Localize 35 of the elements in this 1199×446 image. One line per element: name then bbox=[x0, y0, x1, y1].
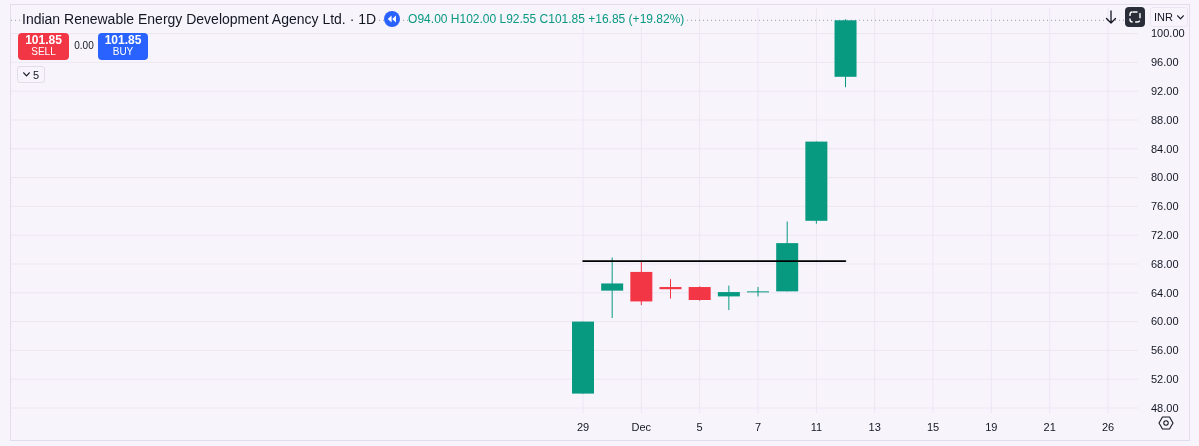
y-tick-label: 84.00 bbox=[1151, 142, 1179, 155]
sell-button: 101.85 SELL bbox=[18, 33, 69, 60]
y-tick-label: 64.00 bbox=[1151, 286, 1179, 299]
y-tick-label: 96.00 bbox=[1151, 56, 1179, 69]
candlestick bbox=[659, 278, 682, 300]
y-tick-label: 60.00 bbox=[1151, 315, 1179, 328]
x-tick-label: 5 bbox=[696, 420, 703, 433]
y-tick-label: 92.00 bbox=[1151, 85, 1179, 98]
x-tick-label: 11 bbox=[810, 420, 823, 433]
candlestick bbox=[717, 285, 740, 311]
x-tick-label: Dec bbox=[631, 420, 652, 433]
x-tick-label: 26 bbox=[1101, 420, 1115, 433]
candlestick bbox=[601, 257, 624, 319]
y-tick-label: 48.00 bbox=[1151, 401, 1179, 414]
x-tick-label: 19 bbox=[985, 420, 998, 433]
x-tick-label: 29 bbox=[576, 420, 590, 433]
buy-button: 101.85 BUY bbox=[98, 33, 148, 60]
x-tick-label: 21 bbox=[1043, 420, 1056, 433]
x-tick-label: 7 bbox=[754, 420, 762, 433]
y-tick-label: 52.00 bbox=[1151, 373, 1179, 386]
y-tick-label: 80.00 bbox=[1151, 171, 1179, 184]
x-tick-label: 13 bbox=[868, 420, 881, 433]
candlestick bbox=[747, 286, 770, 297]
y-tick-label: 88.00 bbox=[1151, 113, 1179, 126]
y-tick-label: 72.00 bbox=[1151, 229, 1179, 242]
text: Indian Renewable Energy Development Agency Ltd. · 1D bbox=[22, 11, 377, 27]
annotation: O94.00 H102.00 L92.55 C101.85 +16.85 (+19.82%) bbox=[408, 12, 685, 26]
y-tick-label: 56.00 bbox=[1151, 344, 1179, 357]
dropdown: INR bbox=[1150, 7, 1188, 27]
y-tick-label: 68.00 bbox=[1151, 257, 1179, 270]
x-tick-label: 15 bbox=[926, 420, 940, 433]
dropdown: 5 bbox=[17, 66, 46, 83]
text: 0.00 bbox=[73, 40, 95, 51]
y-tick-label: 76.00 bbox=[1151, 200, 1179, 213]
y-tick-label: 100.00 bbox=[1151, 27, 1185, 40]
